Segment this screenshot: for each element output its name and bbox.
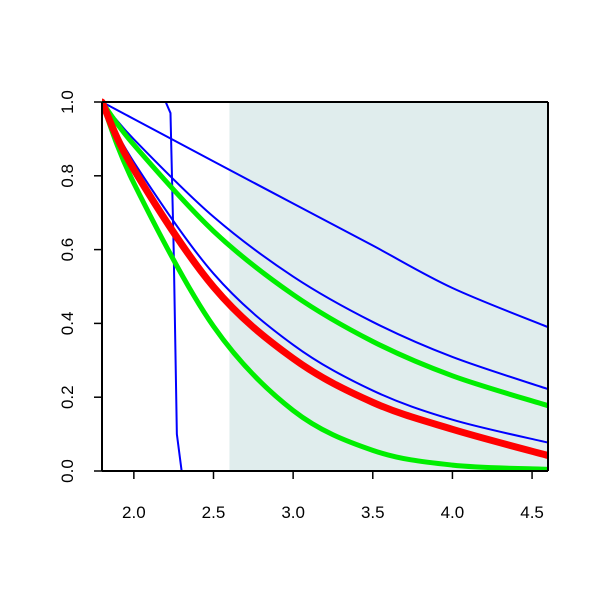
y-tick-label: 0.0: [58, 459, 77, 483]
y-tick-label: 0.4: [58, 312, 77, 336]
series-line-3: [102, 101, 548, 391]
series-line-5: [102, 99, 548, 409]
shaded-region-layer: [229, 102, 548, 471]
series-line-4: [102, 101, 548, 444]
x-tick-label: 4.5: [520, 503, 544, 522]
y-tick-label: 0.2: [58, 385, 77, 409]
x-tick-label: 3.0: [281, 503, 305, 522]
x-tick-label: 4.0: [441, 503, 465, 522]
y-tick-label: 0.6: [58, 238, 77, 262]
y-tick-label: 1.0: [58, 90, 77, 114]
shaded-region: [229, 102, 548, 471]
series-line-6: [102, 99, 548, 472]
series-layer: [102, 98, 548, 472]
x-tick-label: 2.5: [202, 503, 226, 522]
x-tick-label: 3.5: [361, 503, 385, 522]
x-tick-label: 2.0: [122, 503, 146, 522]
y-tick-label: 0.8: [58, 164, 77, 188]
series-line-2: [102, 101, 548, 329]
axis-layer: 2.0 2.5 3.0 3.5 4.0 4.5 0.0 0.2 0.4 0.6 0.8 1.0: [58, 90, 549, 522]
series-line-7: [102, 98, 548, 459]
